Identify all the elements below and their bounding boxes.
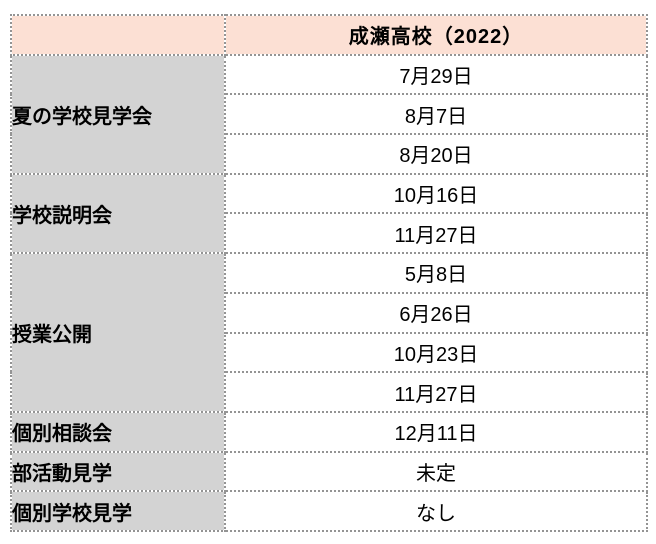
date-cell: 未定: [224, 450, 648, 493]
table-row: 11月27日: [11, 371, 648, 413]
table-row: 11月27日: [11, 212, 648, 255]
table-row: 6月26日: [11, 291, 648, 334]
date-cell: 11月27日: [224, 371, 648, 413]
date-cell: 10月23日: [224, 331, 648, 374]
school-schedule-table: 成瀬高校（2022） 夏の学校見学会 7月29日 8月7日 8月20日 学校説明会 10月…: [10, 14, 648, 532]
date-cell: 10月16日: [224, 172, 648, 215]
date-cell: 8月20日: [224, 133, 648, 175]
date-cell: 11月27日: [224, 212, 648, 255]
date-cell: 7月29日: [224, 53, 648, 96]
table-row: 個別学校見学 なし: [10, 490, 648, 532]
event-label-cell: 個別学校見学: [10, 490, 226, 532]
date-cell: 5月8日: [224, 252, 648, 294]
table-row: 部活動見学 未定: [10, 450, 648, 493]
corner-cell: [10, 14, 226, 56]
table-row: 学校説明会 10月16日: [10, 172, 648, 255]
table-row: 8月7日: [11, 93, 648, 136]
event-label-cell: 授業公開: [10, 252, 226, 413]
table-row: 夏の学校見学会 7月29日: [10, 53, 648, 175]
table-row: 授業公開 5月8日: [10, 252, 648, 413]
event-label-cell: 部活動見学: [10, 450, 226, 493]
table-row: 10月23日: [11, 331, 648, 374]
table-row: 個別相談会 12月11日: [10, 410, 648, 453]
event-label-cell: 個別相談会: [10, 410, 226, 453]
date-cell: 6月26日: [224, 291, 648, 334]
school-title-cell: 成瀬高校（2022）: [224, 14, 648, 56]
date-cell: なし: [224, 490, 648, 532]
header-row: 成瀬高校（2022）: [10, 14, 648, 56]
date-cell: 8月7日: [224, 93, 648, 136]
date-cell: 12月11日: [224, 410, 648, 453]
event-label-cell: 学校説明会: [10, 172, 226, 255]
event-label-cell: 夏の学校見学会: [10, 53, 226, 175]
table-row: 8月20日: [11, 133, 648, 175]
